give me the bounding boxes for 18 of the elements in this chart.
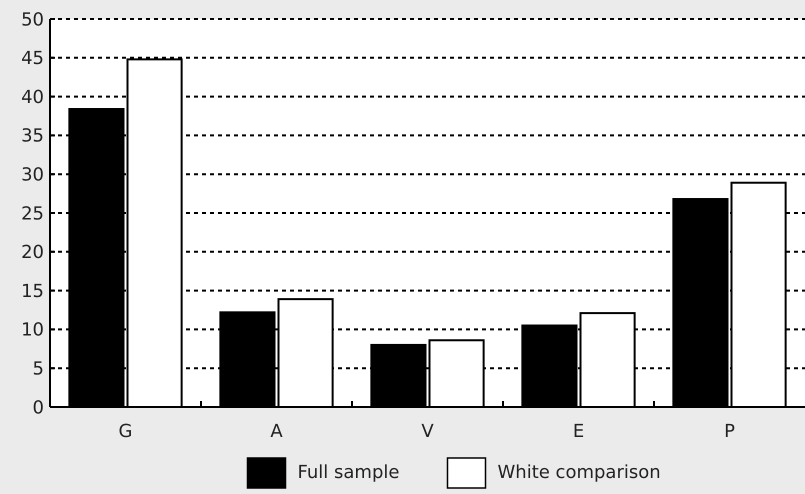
y-tick-label: 5 <box>32 358 44 380</box>
legend-label: Full sample <box>298 462 400 483</box>
x-tick-label: V <box>421 421 434 442</box>
y-tick-label: 15 <box>21 280 44 302</box>
y-tick-label: 10 <box>21 320 44 341</box>
y-tick-label: 50 <box>21 9 44 30</box>
x-tick-label: A <box>270 421 284 442</box>
y-tick-label: 40 <box>21 86 44 108</box>
x-tick-label: G <box>118 421 132 442</box>
y-tick-label: 35 <box>21 126 44 147</box>
x-tick-label: E <box>572 421 584 442</box>
y-tick-label: 30 <box>21 164 44 186</box>
y-tick-label: 25 <box>21 203 44 224</box>
y-tick-label: 0 <box>32 397 44 418</box>
y-tick-label: 20 <box>21 242 44 264</box>
legend-label: White comparison <box>498 462 661 483</box>
x-tick-label: P <box>724 421 736 442</box>
y-tick-label: 45 <box>21 48 44 70</box>
